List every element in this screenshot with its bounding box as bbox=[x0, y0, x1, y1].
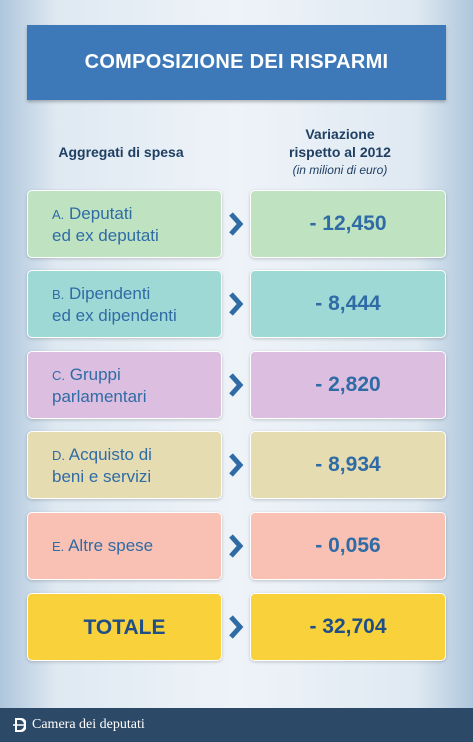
category-letter: C. bbox=[52, 367, 65, 383]
category-label: Dipendenti bbox=[69, 283, 151, 303]
total-box: TOTALE bbox=[27, 593, 222, 661]
category-label: parlamentari bbox=[52, 386, 147, 406]
column-header: Variazione rispetto al 2012 (in milioni … bbox=[250, 125, 430, 179]
arrow bbox=[229, 212, 244, 236]
logo bbox=[13, 718, 26, 732]
category-line: E. Altre spese bbox=[52, 535, 221, 557]
value: - 2,820 bbox=[315, 373, 381, 396]
category-box: D. Acquisto di beni e servizi bbox=[27, 431, 222, 499]
category-letter: D. bbox=[52, 447, 65, 463]
category-letter: E. bbox=[52, 539, 65, 554]
arrow bbox=[229, 615, 244, 639]
value: - 8,934 bbox=[315, 453, 381, 476]
footer: Camera dei deputati bbox=[0, 708, 473, 742]
value-box: - 12,450 bbox=[250, 190, 446, 258]
total-value-box: - 32,704 bbox=[250, 593, 446, 661]
value: - 8,444 bbox=[315, 292, 381, 315]
arrow bbox=[229, 534, 244, 558]
category-label: Acquisto di bbox=[68, 444, 152, 464]
category-line: C. Gruppi bbox=[52, 364, 221, 386]
category-label: Altre spese bbox=[68, 536, 154, 555]
value-box: - 2,820 bbox=[250, 351, 446, 419]
value: - 0,056 bbox=[315, 534, 381, 557]
title: COMPOSIZIONE DEI RISPARMI bbox=[84, 51, 389, 73]
category-box: B. Dipendenti ed ex dipendenti bbox=[27, 270, 222, 338]
unit-note: (in milioni di euro) bbox=[292, 163, 388, 177]
category-label: ed ex deputati bbox=[52, 225, 159, 245]
footer-text: Camera dei deputati bbox=[32, 717, 145, 732]
value-box: - 8,444 bbox=[250, 270, 446, 338]
category-label: Gruppi bbox=[69, 364, 121, 384]
arrow bbox=[229, 453, 244, 477]
header-line: Variazione bbox=[305, 126, 375, 142]
category-line: A. Deputati bbox=[52, 203, 221, 225]
arrow bbox=[229, 292, 244, 316]
category-box: A. Deputati ed ex deputati bbox=[27, 190, 222, 258]
category-letter: B. bbox=[52, 286, 65, 302]
category-box: E. Altre spese bbox=[27, 512, 222, 580]
category-label: Deputati bbox=[69, 203, 133, 223]
value: - 12,450 bbox=[309, 212, 387, 235]
value-box: - 8,934 bbox=[250, 431, 446, 499]
title-banner: COMPOSIZIONE DEI RISPARMI bbox=[27, 25, 446, 100]
total-label: TOTALE bbox=[83, 615, 166, 639]
category-box: C. Gruppi parlamentari bbox=[27, 351, 222, 419]
arrow bbox=[229, 373, 244, 397]
column-header: Aggregati di spesa bbox=[58, 144, 184, 160]
category-letter: A. bbox=[52, 206, 65, 222]
category-label: beni e servizi bbox=[52, 466, 152, 486]
value-box: - 0,056 bbox=[250, 512, 446, 580]
category-label: ed ex dipendenti bbox=[52, 305, 177, 325]
header-line: rispetto al 2012 bbox=[289, 144, 391, 160]
total-value: - 32,704 bbox=[309, 615, 387, 638]
category-line: B. Dipendenti bbox=[52, 283, 221, 305]
category-line: D. Acquisto di bbox=[52, 444, 221, 466]
